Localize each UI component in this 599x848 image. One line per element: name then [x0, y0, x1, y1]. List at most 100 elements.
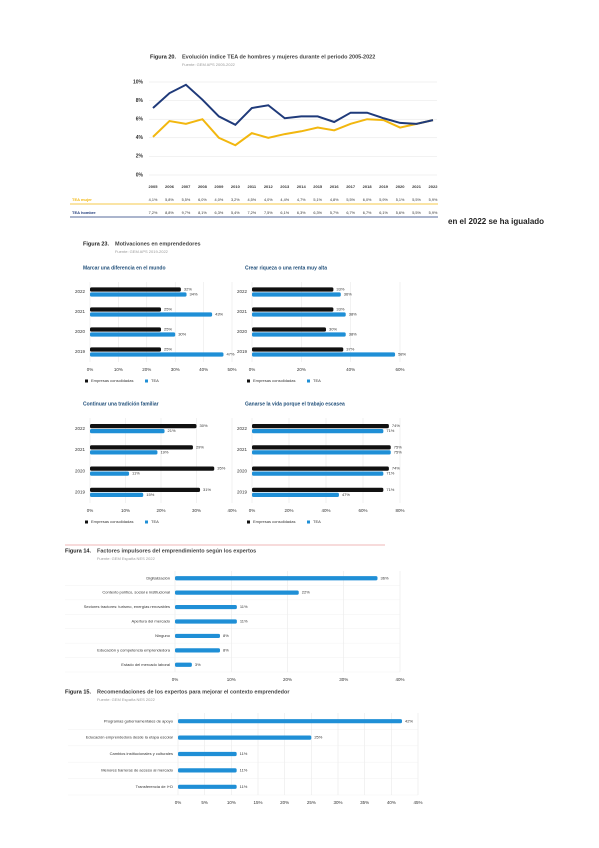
value-label: 58%: [398, 352, 406, 357]
value-label: 21%: [168, 428, 176, 433]
value-label: 5,5%: [412, 211, 421, 215]
value-label: 5,5%: [346, 198, 355, 202]
category-label: Apertura del mercado: [132, 619, 171, 624]
bar: [90, 287, 181, 292]
x-tick-label: 40%: [346, 367, 355, 372]
value-label: 6,7%: [363, 211, 372, 215]
x-tick-label: 0%: [249, 508, 256, 513]
figure-label: Figura 20.: [150, 54, 176, 60]
bar: [175, 633, 220, 639]
value-label: 30%: [178, 332, 186, 337]
value-label: 47%: [342, 492, 350, 497]
x-tick-label: 30%: [339, 677, 348, 682]
category-label: 2022: [237, 426, 248, 431]
category-label: Menores barreras de acceso al mercado: [101, 767, 174, 772]
value-label: 5,9%: [429, 198, 438, 202]
figure-title: Evolución índice TEA de hombres y mujere…: [182, 54, 375, 60]
legend-swatch: [307, 520, 310, 524]
bar: [175, 619, 237, 624]
figure-label: Figura 23.: [83, 241, 109, 247]
value-label: 75%: [394, 449, 402, 454]
x-tick-label: 2010: [231, 184, 241, 189]
x-tick-label: 2015: [313, 184, 323, 189]
chart-subtitle: Crear riqueza o una renta muy alta: [245, 265, 327, 271]
chart-subtitle: Marcar una diferencia en el mundo: [83, 265, 166, 271]
bar: [90, 445, 193, 450]
x-tick-label: 0%: [172, 677, 179, 682]
x-tick-label: 40%: [199, 367, 208, 372]
value-label: 8%: [223, 633, 229, 638]
y-tick-label: 4%: [136, 135, 144, 141]
bar: [178, 719, 402, 724]
category-label: 2021: [75, 309, 86, 314]
legend-label: TEA hombre: [72, 210, 96, 215]
x-tick-label: 30%: [192, 508, 201, 513]
figure-title: Recomendaciones de los expertos para mej…: [97, 689, 290, 695]
x-tick-label: 25%: [307, 800, 316, 805]
bar: [90, 307, 161, 312]
figure-source: Fuente: GEM España NES 2022: [97, 556, 156, 561]
value-label: 11%: [132, 471, 140, 476]
legend-swatch: [85, 520, 88, 524]
value-label: 11%: [240, 784, 248, 789]
legend-label: TEA: [151, 519, 159, 524]
value-label: 33%: [336, 307, 344, 312]
bar: [175, 662, 192, 667]
bar: [175, 648, 220, 653]
value-label: 11%: [240, 767, 248, 772]
x-tick-label: 2020: [396, 184, 406, 189]
chart-subtitle: Continuar una tradición familiar: [83, 401, 159, 407]
bar: [178, 784, 237, 789]
legend-swatch: [247, 379, 250, 383]
value-label: 4,8%: [330, 198, 339, 202]
value-label: 25%: [164, 307, 172, 312]
x-tick-label: 2012: [264, 184, 274, 189]
category-label: Estado del mercado laboral: [121, 662, 170, 667]
bar: [90, 450, 158, 455]
value-label: 38%: [349, 332, 357, 337]
line-series: [152, 118, 434, 147]
category-label: Transferencia de I+D: [136, 784, 173, 789]
bar: [252, 487, 384, 492]
value-label: 5,7%: [330, 211, 339, 215]
category-label: 2022: [237, 289, 248, 294]
bar: [90, 492, 144, 497]
legend-swatch: [145, 379, 148, 383]
bar: [90, 424, 197, 429]
bar: [252, 445, 391, 450]
bar: [90, 347, 161, 352]
category-label: Educación emprendedora desde la etapa es…: [86, 735, 174, 740]
value-label: 5,1%: [396, 198, 405, 202]
bar: [252, 466, 389, 471]
bar: [252, 287, 334, 292]
category-label: 2021: [75, 447, 86, 452]
value-label: 25%: [314, 735, 322, 740]
category-label: Contexto político, social e instituciona…: [102, 590, 170, 595]
value-label: 30%: [329, 327, 337, 332]
category-label: 2019: [237, 490, 248, 495]
bar: [90, 332, 176, 337]
value-label: 5,8%: [165, 198, 174, 202]
value-label: 5,1%: [313, 198, 322, 202]
value-label: 75%: [394, 444, 402, 449]
bar: [252, 307, 334, 312]
value-label: 15%: [146, 492, 154, 497]
legend-swatch: [247, 520, 250, 524]
chart-subtitle: Ganarse la vida porque el trabajo escase…: [245, 401, 345, 407]
y-tick-label: 8%: [136, 98, 144, 104]
figure-title: Motivaciones en emprendedores: [115, 241, 201, 247]
value-label: 3,2%: [231, 198, 240, 202]
category-label: 2022: [75, 289, 86, 294]
x-tick-label: 30%: [333, 800, 342, 805]
bar: [252, 352, 396, 357]
bar: [90, 466, 215, 471]
x-tick-label: 10%: [121, 508, 130, 513]
value-label: 36%: [381, 575, 389, 580]
x-tick-label: 2014: [297, 184, 307, 189]
category-label: 2020: [75, 329, 86, 334]
value-label: 5,4%: [231, 211, 240, 215]
value-label: 4,4%: [280, 198, 289, 202]
value-label: 5,5%: [182, 198, 191, 202]
value-label: 4,0%: [215, 198, 224, 202]
value-label: 7,2%: [247, 211, 256, 215]
